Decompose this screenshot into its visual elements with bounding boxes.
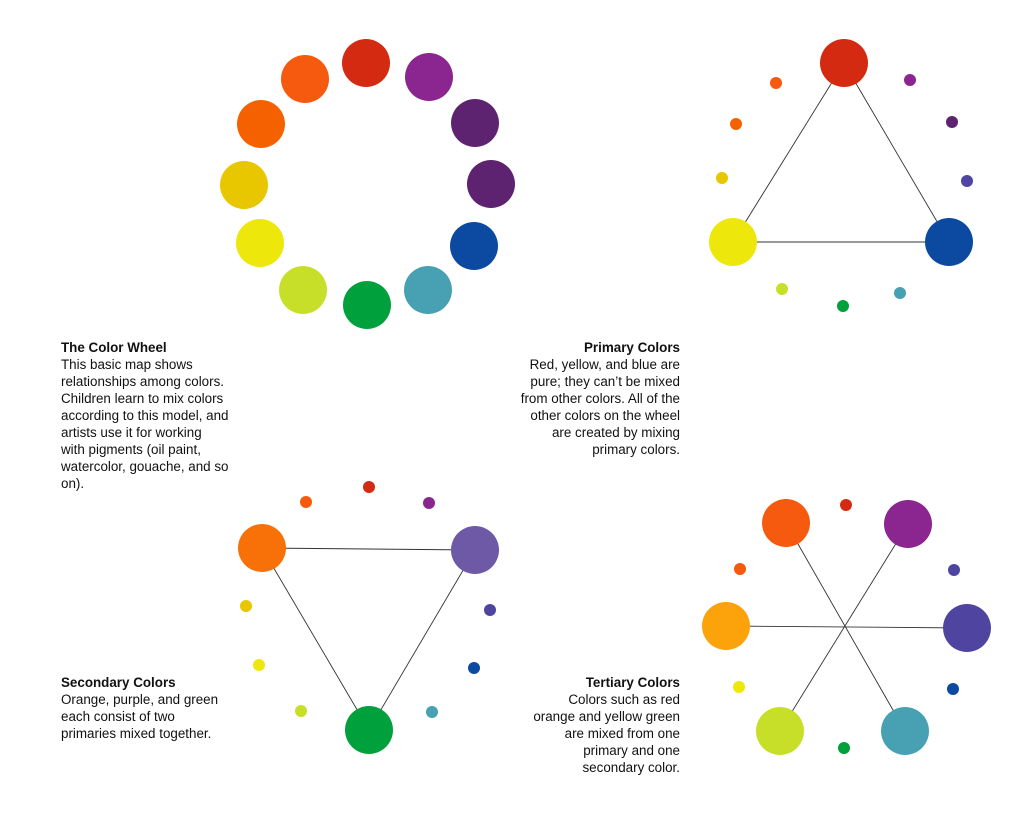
primary-triangle-edge — [843, 62, 950, 243]
wheel-orange-dot — [237, 100, 285, 148]
caption-color-wheel-body: This basic map shows relationships among… — [61, 357, 229, 491]
caption-secondary-colors: Secondary Colors Orange, purple, and gre… — [61, 674, 221, 742]
caption-secondary-colors-title: Secondary Colors — [61, 675, 176, 690]
secondary-green-dot — [345, 706, 393, 754]
tertiary-spoke — [725, 625, 968, 629]
primary-red-dot — [820, 39, 868, 87]
caption-color-wheel: The Color Wheel This basic map shows rel… — [61, 339, 229, 492]
wheel-red-orange-dot — [281, 55, 329, 103]
tertiary-yellow-green-dot — [756, 707, 804, 755]
secondary-colors-diagram — [238, 481, 499, 754]
tertiary-red-purple-dot — [884, 500, 932, 548]
primary-small-dot — [730, 118, 742, 130]
caption-primary-colors-title: Primary Colors — [583, 340, 680, 355]
secondary-orange-dot — [238, 524, 286, 572]
primary-small-dot — [776, 283, 788, 295]
secondary-small-dot — [240, 600, 252, 612]
wheel-green-dot — [343, 281, 391, 329]
wheel-blue-dot — [450, 222, 498, 270]
tertiary-blue-purple-dot — [943, 604, 991, 652]
primary-small-dot — [894, 287, 906, 299]
tertiary-blue-green-dot — [881, 707, 929, 755]
secondary-small-dot — [426, 706, 438, 718]
wheel-red-purple-dot — [405, 53, 453, 101]
wheel-yellow-orange-dot — [220, 161, 268, 209]
primary-small-dot — [961, 175, 973, 187]
tertiary-spoke — [779, 523, 909, 732]
caption-primary-colors: Primary Colors Red, yellow, and blue are… — [520, 339, 680, 458]
secondary-triangle-edge — [368, 549, 476, 731]
tertiary-small-dot — [838, 742, 850, 754]
wheel-purple-dot — [451, 99, 499, 147]
tertiary-yellow-orange-dot — [702, 602, 750, 650]
wheel-blue-green-dot — [404, 266, 452, 314]
wheel-red-dot — [342, 39, 390, 87]
primary-triangle-edge — [732, 62, 845, 243]
secondary-purple-dot — [451, 526, 499, 574]
color-wheel — [220, 39, 515, 329]
secondary-small-dot — [363, 481, 375, 493]
wheel-yellow-green-dot — [279, 266, 327, 314]
primary-blue-dot — [925, 218, 973, 266]
secondary-small-dot — [295, 705, 307, 717]
primary-small-dot — [837, 300, 849, 312]
secondary-small-dot — [468, 662, 480, 674]
secondary-small-dot — [423, 497, 435, 509]
tertiary-small-dot — [840, 499, 852, 511]
caption-tertiary-colors: Tertiary Colors Colors such as red orang… — [530, 674, 680, 776]
tertiary-red-orange-dot — [762, 499, 810, 547]
caption-color-wheel-title: The Color Wheel — [61, 340, 167, 355]
primary-small-dot — [770, 77, 782, 89]
secondary-small-dot — [253, 659, 265, 671]
tertiary-small-dot — [733, 681, 745, 693]
secondary-small-dot — [484, 604, 496, 616]
primary-small-dot — [946, 116, 958, 128]
wheel-blue-purple-dot — [467, 160, 515, 208]
tertiary-small-dot — [948, 564, 960, 576]
wheel-yellow-dot — [236, 219, 284, 267]
secondary-small-dot — [300, 496, 312, 508]
tertiary-small-dot — [734, 563, 746, 575]
secondary-triangle-edge — [261, 547, 476, 551]
primary-small-dot — [716, 172, 728, 184]
caption-secondary-colors-body: Orange, purple, and green each consist o… — [61, 692, 219, 741]
secondary-triangle-edge — [261, 547, 370, 731]
primary-small-dot — [904, 74, 916, 86]
tertiary-small-dot — [947, 683, 959, 695]
primary-yellow-dot — [709, 218, 757, 266]
caption-tertiary-colors-body: Colors such as red orange and yellow gre… — [533, 692, 680, 775]
tertiary-colors-diagram — [702, 499, 991, 755]
caption-primary-colors-body: Red, yellow, and blue are pure; they can… — [520, 357, 680, 457]
caption-tertiary-colors-title: Tertiary Colors — [585, 675, 680, 690]
primary-colors-diagram — [709, 39, 973, 312]
